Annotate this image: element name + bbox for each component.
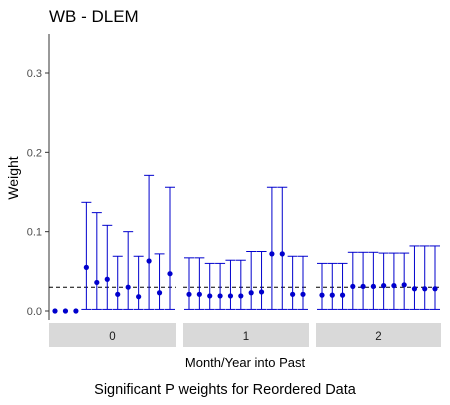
data-point	[279, 251, 285, 257]
data-point	[186, 291, 192, 297]
data-point	[167, 271, 173, 277]
data-point-group	[52, 308, 58, 314]
data-point	[104, 276, 110, 282]
data-point	[401, 282, 407, 288]
facet-strip	[316, 323, 441, 347]
data-point-group	[184, 257, 194, 310]
data-point-group	[73, 308, 79, 314]
data-point	[125, 284, 131, 290]
data-point	[370, 283, 376, 290]
data-point-group	[378, 252, 389, 310]
facet-strip-label: 0	[109, 331, 115, 343]
data-point-group	[399, 252, 410, 310]
facet-panel-0: 0	[49, 174, 176, 347]
data-point	[62, 308, 69, 314]
data-point	[136, 294, 142, 300]
data-point-group	[256, 251, 267, 310]
chart-caption: Significant P weights for Reordered Data	[94, 382, 357, 398]
data-point	[432, 286, 438, 292]
data-point-group	[358, 251, 369, 310]
data-point-group	[235, 259, 246, 310]
data-point-group	[388, 252, 399, 310]
data-point-group	[81, 201, 92, 310]
y-tick-label: 0.2	[27, 147, 42, 159]
data-point-group	[430, 245, 440, 310]
facet-strip	[49, 323, 176, 347]
data-point	[248, 290, 254, 296]
data-point	[146, 258, 152, 264]
data-point-group	[165, 186, 175, 310]
data-point-group	[368, 251, 379, 310]
data-point	[207, 293, 213, 299]
data-point-group	[327, 262, 338, 310]
data-point	[381, 283, 387, 289]
facet-panel-1: 1	[183, 186, 309, 347]
data-point	[319, 292, 325, 298]
data-point-group	[112, 255, 123, 310]
data-point-group	[337, 262, 348, 310]
data-point	[269, 251, 275, 257]
data-point-group	[419, 245, 430, 310]
y-axis-label: Weight	[5, 156, 21, 199]
data-point	[360, 283, 366, 290]
facet-panels: 0 1 2	[49, 174, 441, 347]
data-point	[227, 293, 234, 299]
data-point	[238, 293, 244, 299]
data-point	[196, 291, 202, 297]
data-point-group	[91, 212, 102, 310]
data-point	[73, 308, 79, 314]
chart-title: WB - DLEM	[49, 7, 139, 26]
data-point-group	[225, 259, 236, 310]
data-point	[217, 293, 223, 299]
facet-strip-label: 2	[375, 331, 381, 343]
data-point-group	[266, 186, 277, 310]
data-point	[290, 291, 296, 297]
data-point-group	[246, 251, 257, 310]
data-point	[94, 279, 100, 286]
data-point-group	[204, 262, 215, 310]
data-point	[422, 286, 428, 292]
data-point-group	[154, 253, 165, 310]
data-point	[115, 291, 121, 297]
y-tick-label: 0.1	[27, 227, 42, 239]
data-point-group	[123, 231, 134, 310]
facet-strip-label: 1	[243, 331, 249, 343]
data-point	[83, 264, 89, 270]
data-point-group	[287, 255, 298, 310]
data-point	[339, 292, 346, 298]
y-axis: 0.0 0.1 0.2 0.3	[27, 34, 50, 320]
data-point	[411, 286, 418, 292]
data-point-group	[409, 245, 420, 310]
data-point-group	[133, 255, 144, 310]
data-point	[156, 290, 163, 296]
data-point-group	[347, 251, 358, 310]
data-point	[391, 283, 397, 289]
data-point	[329, 292, 335, 298]
data-point	[258, 289, 265, 295]
data-point	[350, 283, 356, 290]
y-tick-label: 0.0	[27, 306, 42, 318]
data-point-group	[194, 257, 205, 310]
facet-panel-2: 2	[316, 245, 441, 347]
data-point-group	[144, 174, 155, 310]
data-point	[52, 308, 58, 314]
data-point-group	[102, 224, 113, 310]
data-point-group	[215, 262, 226, 310]
x-axis-label: Month/Year into Past	[185, 355, 306, 370]
data-point-group	[317, 262, 327, 310]
data-point-group	[277, 186, 288, 310]
data-point-group	[62, 308, 69, 314]
data-point	[300, 291, 306, 297]
facet-strip	[183, 323, 309, 347]
data-point-group	[298, 255, 308, 310]
y-tick-label: 0.3	[27, 68, 42, 80]
